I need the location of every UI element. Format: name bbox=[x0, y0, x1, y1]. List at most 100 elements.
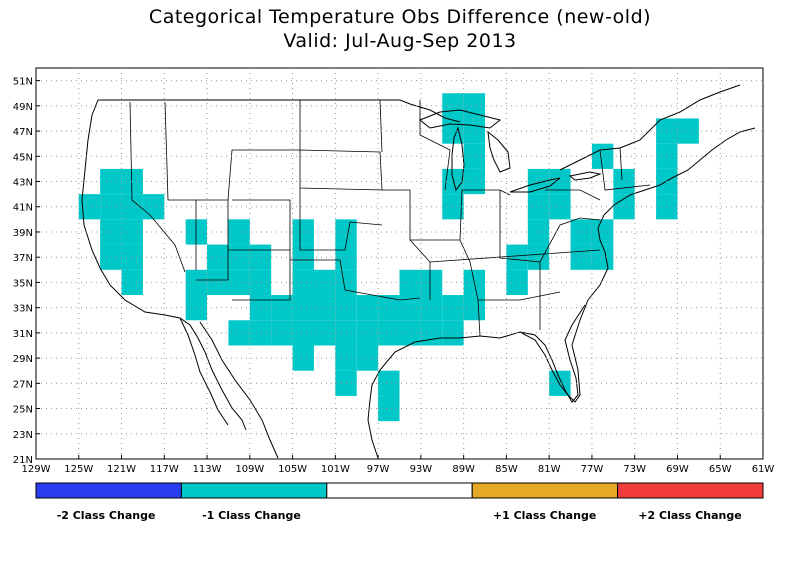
data-cell bbox=[78, 194, 101, 220]
data-cell bbox=[356, 345, 379, 371]
data-cell bbox=[207, 269, 229, 296]
data-cell bbox=[100, 219, 122, 245]
data-cell bbox=[292, 269, 314, 296]
mexico-west-coastline bbox=[199, 321, 279, 459]
data-cell bbox=[228, 320, 250, 346]
legend-swatch bbox=[180, 482, 328, 499]
data-cell bbox=[100, 194, 122, 220]
lon-tick-label: 113W bbox=[193, 464, 222, 475]
lon-tick-label: 101W bbox=[321, 464, 350, 475]
data-cell bbox=[292, 219, 314, 245]
data-cell bbox=[249, 244, 272, 270]
data-cell bbox=[463, 295, 486, 321]
data-cell bbox=[249, 295, 272, 321]
data-cell bbox=[356, 320, 379, 346]
longitude-tick-labels: 129W 125W 121W 117W 113W 109W 105W 101W 97W 93W 89… bbox=[22, 464, 775, 475]
data-cell bbox=[677, 118, 699, 144]
data-cell bbox=[121, 269, 143, 296]
data-cell bbox=[613, 194, 635, 220]
data-cell bbox=[613, 168, 635, 195]
data-cell bbox=[378, 320, 400, 346]
data-cell bbox=[506, 244, 528, 270]
lon-tick-label: 65W bbox=[709, 464, 732, 475]
data-cell bbox=[100, 244, 122, 270]
data-cell bbox=[121, 219, 143, 245]
data-cell bbox=[549, 370, 571, 396]
data-cell bbox=[292, 345, 314, 371]
legend-colorbar bbox=[35, 482, 764, 499]
latitude-tick-labels: 21N 23N 25N 27N 29N 31N 33N 35N 37N 39N 41N 43N 45N 4… bbox=[13, 77, 33, 466]
data-cell bbox=[591, 143, 614, 169]
lat-tick-label: 51N bbox=[13, 77, 33, 88]
data-cell bbox=[506, 269, 528, 296]
data-cell bbox=[292, 295, 314, 321]
lon-tick-label: 73W bbox=[623, 464, 646, 475]
lat-tick-label: 41N bbox=[13, 203, 33, 214]
atlantic-coastline bbox=[587, 127, 756, 301]
data-cell bbox=[228, 219, 250, 245]
data-cell bbox=[591, 219, 614, 245]
data-cell bbox=[527, 244, 550, 270]
lat-tick-label: 23N bbox=[13, 430, 33, 441]
lon-tick-label: 93W bbox=[410, 464, 433, 475]
lon-tick-label: 89W bbox=[452, 464, 475, 475]
lon-tick-label: 61W bbox=[752, 464, 775, 475]
data-cell bbox=[549, 168, 571, 195]
lat-tick-label: 25N bbox=[13, 405, 33, 416]
data-cell bbox=[249, 320, 272, 346]
data-cell bbox=[292, 320, 314, 346]
data-cell bbox=[121, 168, 143, 195]
lon-tick-label: 97W bbox=[367, 464, 390, 475]
lat-tick-label: 43N bbox=[13, 178, 33, 189]
lake-ontario bbox=[568, 171, 602, 181]
lon-tick-label: 69W bbox=[666, 464, 689, 475]
lon-tick-label: 85W bbox=[495, 464, 518, 475]
data-cell bbox=[442, 93, 464, 119]
basemap-outline bbox=[81, 84, 756, 459]
data-cell bbox=[292, 244, 314, 270]
legend-swatch bbox=[35, 482, 182, 499]
data-cell bbox=[399, 320, 421, 346]
legend-swatch bbox=[471, 482, 619, 499]
data-cell bbox=[356, 295, 379, 321]
data-cell bbox=[463, 168, 486, 195]
data-cell bbox=[249, 269, 272, 296]
west-coastline bbox=[81, 99, 247, 431]
data-cell bbox=[591, 244, 614, 270]
data-cell bbox=[378, 370, 400, 396]
lat-tick-label: 31N bbox=[13, 329, 33, 340]
data-cell bbox=[207, 244, 229, 270]
lat-tick-label: 47N bbox=[13, 127, 33, 138]
lat-tick-label: 37N bbox=[13, 253, 33, 264]
lon-tick-label: 109W bbox=[235, 464, 264, 475]
state-lines bbox=[129, 99, 651, 337]
legend-swatch bbox=[326, 482, 473, 499]
data-cell bbox=[228, 244, 250, 270]
data-cell bbox=[527, 219, 550, 245]
lat-tick-label: 21N bbox=[13, 455, 33, 466]
data-cells bbox=[78, 93, 699, 422]
map-frame bbox=[35, 67, 764, 460]
baja-coastline bbox=[179, 317, 229, 426]
florida bbox=[519, 304, 586, 403]
lat-tick-label: 35N bbox=[13, 278, 33, 289]
data-cell bbox=[378, 295, 400, 321]
gridlines bbox=[35, 68, 764, 460]
lon-tick-label: 121W bbox=[107, 464, 136, 475]
data-cell bbox=[100, 168, 122, 195]
legend-label: +2 Class Change bbox=[638, 509, 742, 522]
lake-michigan bbox=[451, 126, 465, 192]
data-cell bbox=[442, 320, 464, 346]
lon-tick-label: 105W bbox=[278, 464, 307, 475]
lat-tick-label: 39N bbox=[13, 228, 33, 239]
data-cell bbox=[313, 295, 336, 321]
data-cell bbox=[399, 269, 421, 296]
northern-border bbox=[98, 99, 461, 123]
data-cell bbox=[121, 244, 143, 270]
gulf-coastline bbox=[367, 299, 589, 459]
data-cell bbox=[313, 320, 336, 346]
lon-tick-label: 129W bbox=[22, 464, 51, 475]
data-cell bbox=[313, 269, 336, 296]
lon-tick-label: 117W bbox=[150, 464, 179, 475]
